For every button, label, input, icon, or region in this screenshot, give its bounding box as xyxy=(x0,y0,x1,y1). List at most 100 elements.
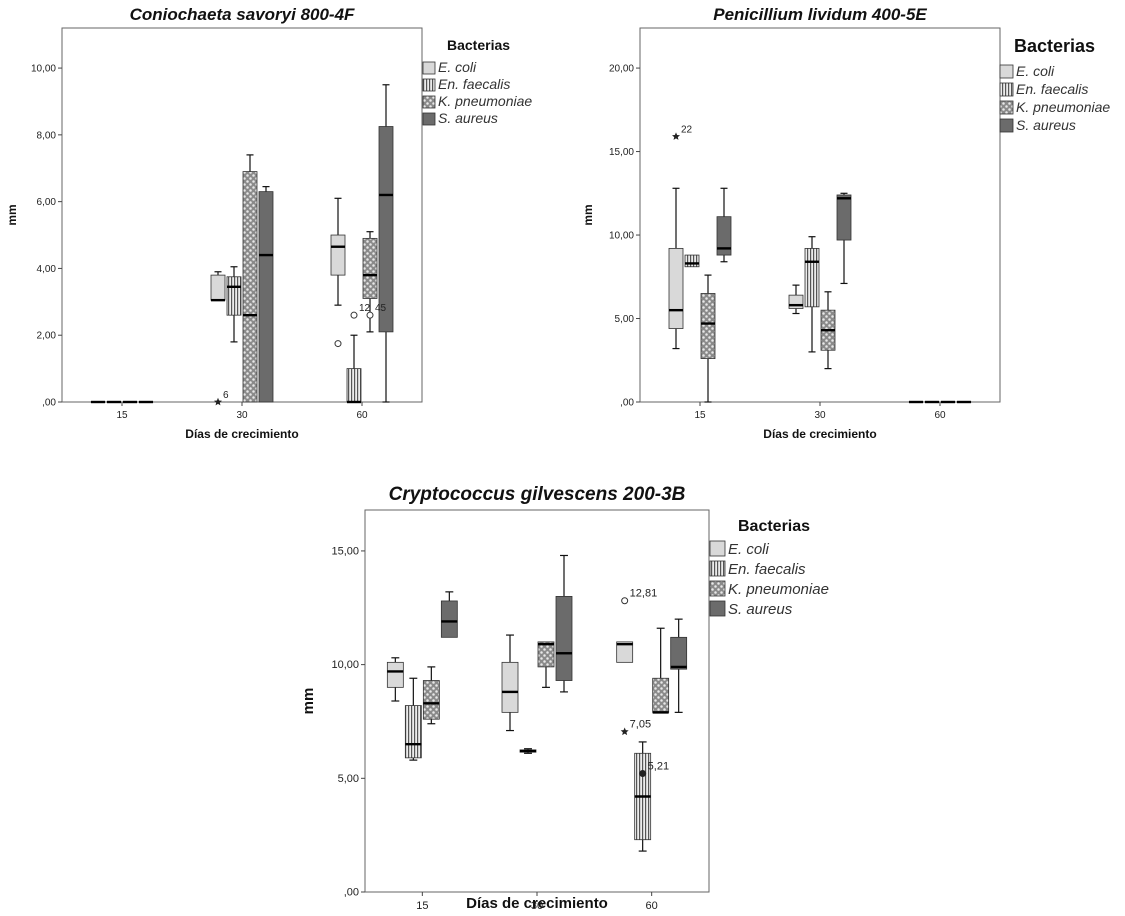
box-body xyxy=(378,126,394,333)
box-s-aureus-60 xyxy=(670,618,688,713)
box-body xyxy=(670,636,688,670)
box-body xyxy=(668,247,684,329)
outlier-label: 45 xyxy=(375,303,387,314)
box-body xyxy=(501,661,519,713)
outlier-circle-marker xyxy=(366,311,374,319)
box-e-coli-30 xyxy=(788,284,804,315)
legend-item-e-coli: E. coli xyxy=(438,59,477,75)
box-body xyxy=(788,294,804,309)
outlier-star-marker xyxy=(672,132,680,140)
box-body xyxy=(836,194,852,241)
box-body xyxy=(537,641,555,668)
outlier-star-marker xyxy=(214,397,222,406)
legend-item-k-pneumoniae: K. pneumoniae xyxy=(728,581,829,598)
y-tick-label: ,00 xyxy=(344,887,359,899)
box-k-pneumoniae-30 xyxy=(242,154,258,403)
y-tick-label: 8,00 xyxy=(37,130,57,141)
chart-title: Coniochaeta savoryi 800-4F xyxy=(130,5,355,24)
y-tick-label: ,00 xyxy=(42,398,56,409)
box-en-faecalis-30 xyxy=(226,266,242,343)
legend-swatch-k-pneumoniae xyxy=(709,580,726,597)
box-k-pneumoniae-15 xyxy=(422,666,440,725)
legend-swatch-en-faecalis xyxy=(999,82,1014,97)
x-tick-label: 30 xyxy=(236,410,248,421)
box-body xyxy=(386,661,404,688)
legend-item-e-coli: E. coli xyxy=(1016,63,1055,79)
y-tick-label: ,00 xyxy=(620,398,634,409)
legend-swatch-e-coli xyxy=(999,64,1014,79)
outlier-label: 22 xyxy=(681,125,693,136)
box-k-pneumoniae-30 xyxy=(537,641,555,688)
legend-swatch-k-pneumoniae xyxy=(999,100,1014,115)
legend-item-en-faecalis: En. faecalis xyxy=(728,561,806,578)
box-body xyxy=(804,247,820,308)
box-e-coli-15 xyxy=(668,187,684,350)
chart-panel-penicillium: Penicillium lividum 400-5E ,00 5,00 10,00 15… xyxy=(570,0,1125,445)
legend-item-s-aureus: S. aureus xyxy=(728,601,793,618)
box-body xyxy=(422,680,440,720)
x-tick-label: 30 xyxy=(531,900,543,912)
box-body xyxy=(226,276,242,316)
chart-title: Penicillium lividum 400-5E xyxy=(713,5,927,24)
outlier-label: 6 xyxy=(223,390,229,401)
x-tick-label: 30 xyxy=(814,410,826,421)
y-tick-label: 15,00 xyxy=(331,545,359,557)
box-k-pneumoniae-60 xyxy=(652,627,670,714)
y-tick-label: 5,00 xyxy=(615,314,635,325)
legend-item-e-coli: E. coli xyxy=(728,541,770,558)
y-tick-label: 20,00 xyxy=(609,64,634,75)
box-body xyxy=(210,274,226,301)
legend-swatch-e-coli xyxy=(422,61,436,75)
box-en-faecalis-15 xyxy=(404,677,422,761)
plot-frame xyxy=(639,27,1001,403)
y-axis-label: mm xyxy=(5,204,19,225)
plot-frame xyxy=(61,27,423,403)
legend-title: Bacterias xyxy=(1014,36,1095,56)
box-body xyxy=(346,368,362,403)
y-tick-label: 10,00 xyxy=(31,64,56,75)
legend-swatch-s-aureus xyxy=(422,112,436,126)
legend-item-s-aureus: S. aureus xyxy=(1016,117,1076,133)
box-body xyxy=(700,293,716,359)
outlier-star-marker xyxy=(620,727,629,736)
legend-item-k-pneumoniae: K. pneumoniae xyxy=(1016,99,1110,115)
legend-title: Bacterias xyxy=(447,37,510,53)
x-tick-label: 15 xyxy=(694,410,706,421)
box-body xyxy=(684,254,700,268)
box-body xyxy=(362,237,378,299)
legend-swatch-s-aureus xyxy=(709,600,726,617)
outlier-circle-marker xyxy=(334,340,342,348)
x-axis-label: Días de crecimiento xyxy=(763,427,876,441)
y-tick-label: 4,00 xyxy=(37,264,57,275)
box-s-aureus-30 xyxy=(258,186,274,403)
box-body xyxy=(716,216,732,256)
y-tick-label: 10,00 xyxy=(609,231,634,242)
box-body xyxy=(616,641,634,663)
box-body xyxy=(258,191,274,403)
legend-swatch-en-faecalis xyxy=(422,78,436,92)
box-e-coli-60 xyxy=(330,197,346,306)
outlier-dot-marker xyxy=(639,770,647,778)
outlier-label: 12 xyxy=(359,303,371,314)
y-axis-label: mm xyxy=(581,204,595,225)
box-k-pneumoniae-30 xyxy=(820,291,836,370)
chart-title: Cryptococcus gilvescens 200-3B xyxy=(389,484,686,505)
chart-panel-coniochaeta: Coniochaeta savoryi 800-4F ,00 2,00 4,00 6,0… xyxy=(0,0,565,445)
x-tick-label: 60 xyxy=(356,410,368,421)
y-axis-label: mm xyxy=(300,688,317,715)
legend-item-en-faecalis: En. faecalis xyxy=(1016,81,1088,97)
box-e-coli-30 xyxy=(501,634,519,732)
outlier-circle-marker xyxy=(621,597,629,605)
box-k-pneumoniae-60 xyxy=(362,231,378,333)
x-axis-label: Días de crecimiento xyxy=(466,895,608,912)
box-k-pneumoniae-15 xyxy=(700,274,716,403)
outlier-label: 7,05 xyxy=(630,719,651,731)
box-e-coli-15 xyxy=(386,657,404,702)
box-s-aureus-30 xyxy=(555,554,573,693)
chart-svg-penicillium: Penicillium lividum 400-5E ,00 5,00 10,00 15… xyxy=(581,5,1110,441)
outlier-circle-marker xyxy=(350,311,358,319)
box-body xyxy=(330,234,346,276)
legend-item-k-pneumoniae: K. pneumoniae xyxy=(438,93,532,109)
y-tick-label: 5,00 xyxy=(338,773,359,785)
y-tick-label: 6,00 xyxy=(37,197,57,208)
